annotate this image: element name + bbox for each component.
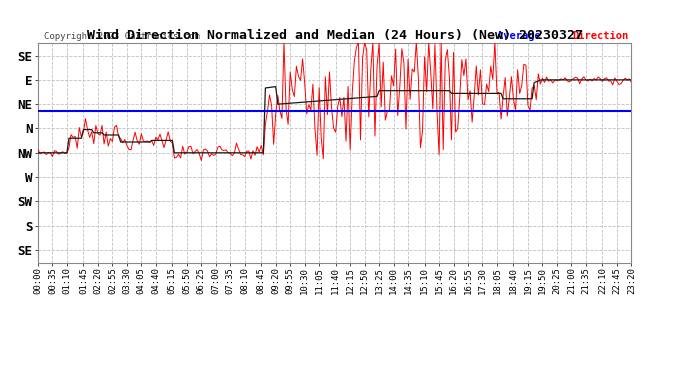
Text: Average: Average <box>497 31 547 41</box>
Title: Wind Direction Normalized and Median (24 Hours) (New) 20230327: Wind Direction Normalized and Median (24… <box>87 29 582 42</box>
Text: Direction: Direction <box>572 31 629 41</box>
Text: Copyright 2023 Cartronics.com: Copyright 2023 Cartronics.com <box>44 32 200 41</box>
